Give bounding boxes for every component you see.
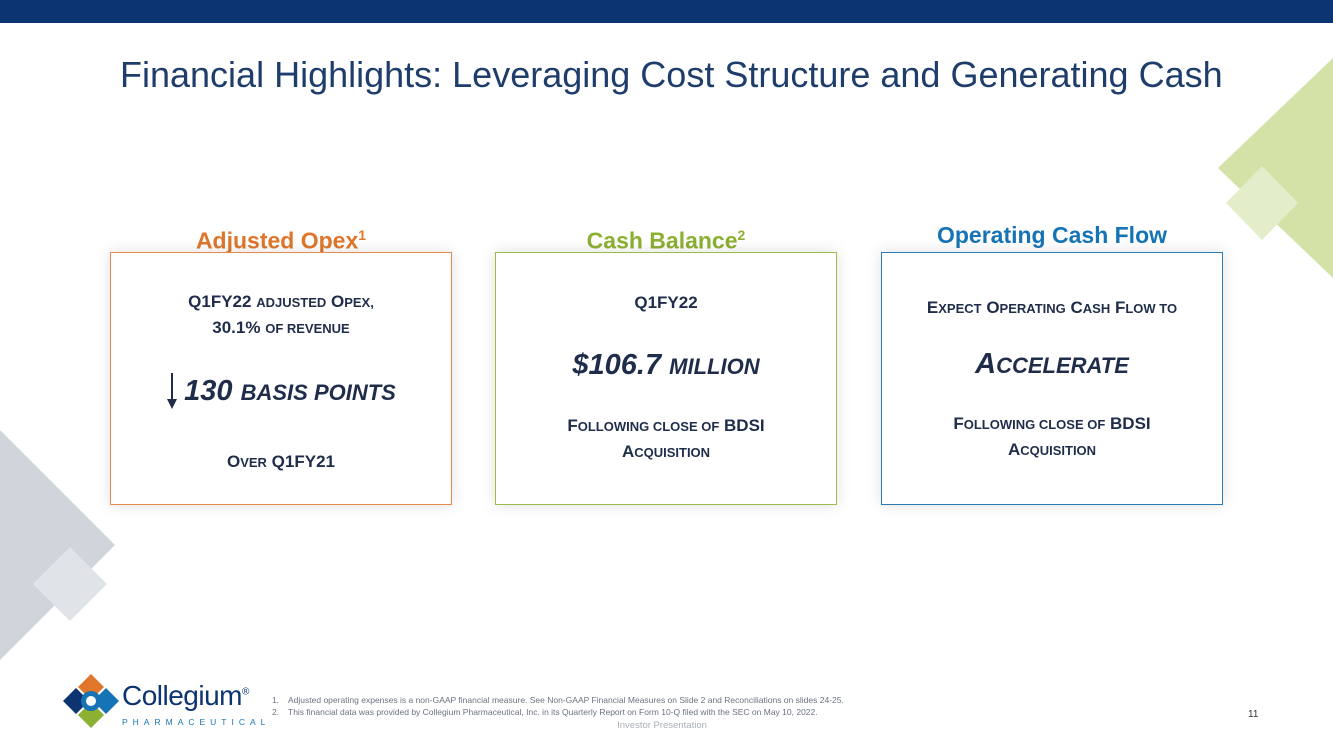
- ocf-top: Expect Operating Cash Flow to: [926, 298, 1178, 317]
- collegium-logo-mark-icon: [63, 674, 119, 728]
- ocf-bottom-line2: Acquisition: [1007, 440, 1097, 459]
- down-arrow-icon: [167, 373, 178, 409]
- opex-line2: 30.1% of revenue: [212, 318, 350, 337]
- cash-amount: $106.7 million: [572, 349, 760, 381]
- green-diamond-small: [1226, 166, 1298, 240]
- footnote-2: 2. This financial data was provided by Co…: [272, 707, 818, 717]
- footer-label: Investor Presentation: [617, 720, 707, 731]
- gray-diamond-large: [0, 430, 115, 660]
- adjusted-opex-box: Q1FY22 adjusted Opex, 30.1% of revenue 1…: [110, 252, 452, 505]
- cash-balance-box: Q1FY22 $106.7 million Following close of…: [495, 252, 837, 505]
- footnote-1: 1. Adjusted operating expenses is a non-G…: [272, 695, 844, 705]
- collegium-logo: Collegium® PHARMACEUTICAL: [62, 672, 265, 732]
- green-diamond-large: [1218, 58, 1333, 278]
- ocf-bottom-line1: Following close of BDSI: [953, 414, 1151, 433]
- footnotes: 1. Adjusted operating expenses is a non-G…: [272, 694, 844, 718]
- cash-balance-card: Cash Balance2 Q1FY22 $106.7 million Foll…: [495, 218, 837, 505]
- gray-diamond-small: [33, 547, 107, 621]
- top-banner: [0, 0, 1333, 23]
- operating-cash-flow-card: Operating Cash Flow Expect Operating Cas…: [881, 218, 1223, 505]
- opex-change: 130 basis points: [111, 371, 451, 411]
- opex-line1: Q1FY22 adjusted Opex,: [188, 292, 374, 311]
- adjusted-opex-card: Adjusted Opex1 Q1FY22 adjusted Opex, 30.…: [110, 218, 452, 505]
- opex-basis-points: 130 basis points: [184, 374, 396, 407]
- opex-bottom: Over Q1FY21: [226, 452, 335, 471]
- slide-title: Financial Highlights: Leveraging Cost St…: [120, 54, 1223, 95]
- adjusted-opex-heading: Adjusted Opex1: [195, 227, 367, 254]
- cash-bottom-line2: Acquisition: [621, 442, 711, 461]
- cash-bottom-line1: Following close of BDSI: [567, 416, 765, 435]
- cash-top: Q1FY22: [634, 293, 698, 312]
- operating-cash-flow-heading: Operating Cash Flow: [936, 222, 1168, 248]
- logo-wordmark: Collegium®: [122, 680, 249, 711]
- cash-balance-heading: Cash Balance2: [586, 227, 746, 254]
- ocf-accelerate: Accelerate: [975, 348, 1129, 380]
- operating-cash-flow-box: Expect Operating Cash Flow to Accelerate…: [881, 252, 1223, 505]
- page-number: 11: [1248, 709, 1259, 720]
- logo-subtitle: PHARMACEUTICAL: [122, 717, 271, 727]
